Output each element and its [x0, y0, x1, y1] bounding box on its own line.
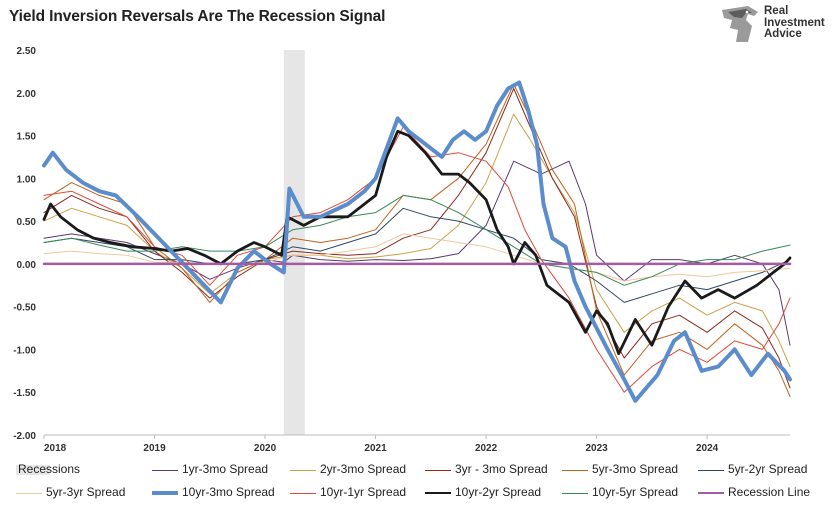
x-tick-label: 2020	[254, 443, 277, 454]
y-tick-label: 1.00	[17, 174, 37, 185]
x-tick-label: 2023	[585, 443, 608, 454]
y-tick-label: -0.50	[13, 303, 36, 314]
x-tick-label: 2022	[475, 443, 498, 454]
series-line-10yr-3mo-spread	[42, 80, 792, 403]
series-line-5yr-3mo-spread	[43, 83, 791, 397]
recession-band	[283, 50, 305, 435]
y-tick-label: -1.00	[13, 345, 36, 356]
series-line-5yr-3yr-spread	[43, 233, 791, 282]
series-line-10yr-2yr-spread	[42, 129, 792, 356]
y-tick-label: 0.50	[17, 217, 37, 228]
y-tick-label: -1.50	[13, 388, 36, 399]
y-tick-label: 1.50	[17, 132, 37, 143]
series-line-3yr-3mo-spread	[43, 88, 791, 389]
y-tick-label: -2.00	[13, 431, 36, 442]
x-tick-label: 2024	[696, 443, 719, 454]
y-tick-label: 0.00	[17, 260, 37, 271]
series-line-1yr-3mo-spread	[43, 160, 791, 346]
y-tick-label: 2.00	[17, 89, 37, 100]
series-line-2yr-3mo-spread	[43, 113, 791, 368]
eagle-head-icon	[722, 6, 758, 42]
x-tick-label: 2021	[364, 443, 387, 454]
logo-line-3: Advice	[764, 28, 802, 40]
series-line-10yr-5yr-spread	[43, 194, 791, 286]
x-tick-label: 2018	[44, 443, 67, 454]
logo-line-1: Real	[764, 5, 789, 17]
x-tick-label: 2019	[143, 443, 166, 454]
logo-line-2: Investment	[764, 16, 825, 29]
y-tick-label: 2.50	[17, 46, 37, 57]
brand-logo: Real Investment Advice	[718, 4, 830, 44]
chart-title: Yield Inversion Reversals Are The Recess…	[9, 8, 386, 25]
series-line-5yr-2yr-spread	[43, 207, 791, 303]
